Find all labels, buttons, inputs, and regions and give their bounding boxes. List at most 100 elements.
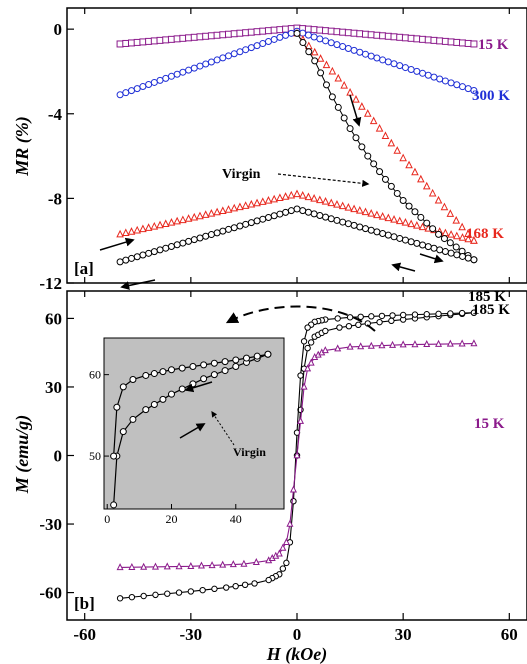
data-point: [197, 561, 205, 569]
data-point: [447, 249, 455, 257]
data-point: [122, 89, 130, 97]
data-point: [430, 36, 438, 44]
inset-arrow-left: [184, 381, 213, 393]
data-point: [276, 26, 284, 34]
data-point: [145, 80, 153, 88]
data-point: [282, 25, 290, 33]
series-label-168k: 168 K: [466, 226, 504, 242]
data-point: [270, 35, 278, 43]
data-point: [399, 197, 407, 204]
data-point: [384, 32, 392, 40]
data-point: [384, 213, 393, 222]
data-point: [187, 561, 195, 570]
data-point: [378, 312, 386, 320]
data-point: [179, 239, 187, 247]
data-point: [230, 30, 238, 38]
data-point: [242, 29, 250, 37]
data-point: [304, 192, 313, 201]
data-point: [232, 582, 239, 590]
data-point: [411, 167, 419, 176]
data-point: [150, 37, 158, 45]
data-point: [387, 138, 396, 147]
data-point: [356, 48, 364, 56]
series-label-15k-a: 15 K: [478, 37, 509, 53]
data-point: [452, 215, 461, 224]
data-point: [297, 416, 305, 424]
data-point: [251, 580, 258, 587]
data-point: [368, 313, 375, 320]
data-point: [328, 93, 336, 101]
data-point: [230, 50, 238, 58]
arrow-right-a: [419, 253, 444, 264]
data-point: [133, 225, 142, 234]
data-point: [116, 229, 124, 238]
series-b-0-branch-1: [116, 309, 478, 602]
data-point: [378, 212, 387, 220]
data-point: [373, 228, 381, 236]
panel-b-ticks: 60 30 0 -30 -60 -60 -30 0 30 60: [39, 291, 518, 644]
series-b-0-branch-0: [293, 309, 478, 459]
data-point: [428, 188, 437, 197]
data-point: [317, 69, 325, 77]
data-point: [344, 220, 352, 228]
data-point: [446, 339, 454, 347]
data-point: [265, 576, 272, 584]
data-point: [207, 32, 215, 40]
data-point: [381, 175, 389, 183]
inset-data-point: [129, 376, 137, 384]
virgin-pointer-a: [277, 173, 370, 187]
data-point: [464, 254, 472, 262]
data-point: [133, 253, 141, 261]
data-point: [419, 69, 427, 77]
inset-data-point: [110, 501, 118, 509]
data-point: [127, 87, 135, 95]
data-point: [370, 160, 378, 168]
inset-series: [110, 350, 272, 509]
data-point: [441, 37, 449, 45]
data-point: [355, 206, 364, 214]
data-point: [322, 327, 329, 335]
data-point: [185, 66, 193, 74]
inset-data-point: [150, 370, 158, 378]
panel-a-frame: [66, 7, 527, 284]
data-point: [219, 31, 227, 39]
data-point: [424, 71, 432, 79]
data-point: [122, 39, 130, 47]
data-point: [373, 54, 381, 62]
data-point: [396, 62, 404, 70]
data-point: [116, 40, 124, 48]
data-point: [417, 174, 425, 183]
data-point: [322, 81, 330, 89]
inset: 0 20 40 50 60 Virgin: [89, 337, 285, 526]
data-point: [297, 372, 304, 379]
data-point: [470, 40, 478, 48]
data-point: [384, 231, 392, 239]
data-point: [327, 39, 335, 47]
series-label-185k-b: 185 K: [472, 302, 510, 318]
panel-b-label: [b]: [74, 594, 95, 613]
data-point: [334, 315, 341, 322]
data-point: [307, 339, 315, 346]
data-point: [470, 339, 478, 347]
virgin-annotation-a: Virgin: [222, 167, 261, 182]
data-point: [367, 341, 375, 349]
data-point: [367, 226, 375, 234]
data-point: [389, 312, 396, 319]
data-point: [389, 340, 397, 348]
data-point: [395, 216, 404, 225]
data-point: [346, 125, 354, 133]
data-point: [333, 200, 341, 208]
data-point: [379, 56, 387, 64]
panel-b-xtick-label: -60: [73, 625, 96, 644]
data-point: [327, 198, 336, 207]
data-point: [458, 309, 466, 317]
data-point: [435, 230, 443, 238]
data-point: [164, 590, 171, 597]
data-point: [247, 219, 255, 227]
inset-data-point: [210, 371, 218, 379]
series-label-15k-b: 15 K: [474, 416, 505, 432]
data-point: [224, 205, 233, 213]
data-point: [458, 222, 466, 231]
inset-ticks: 0 20 40 50 60: [89, 368, 242, 526]
arrow-decreasing-a: [349, 94, 362, 127]
